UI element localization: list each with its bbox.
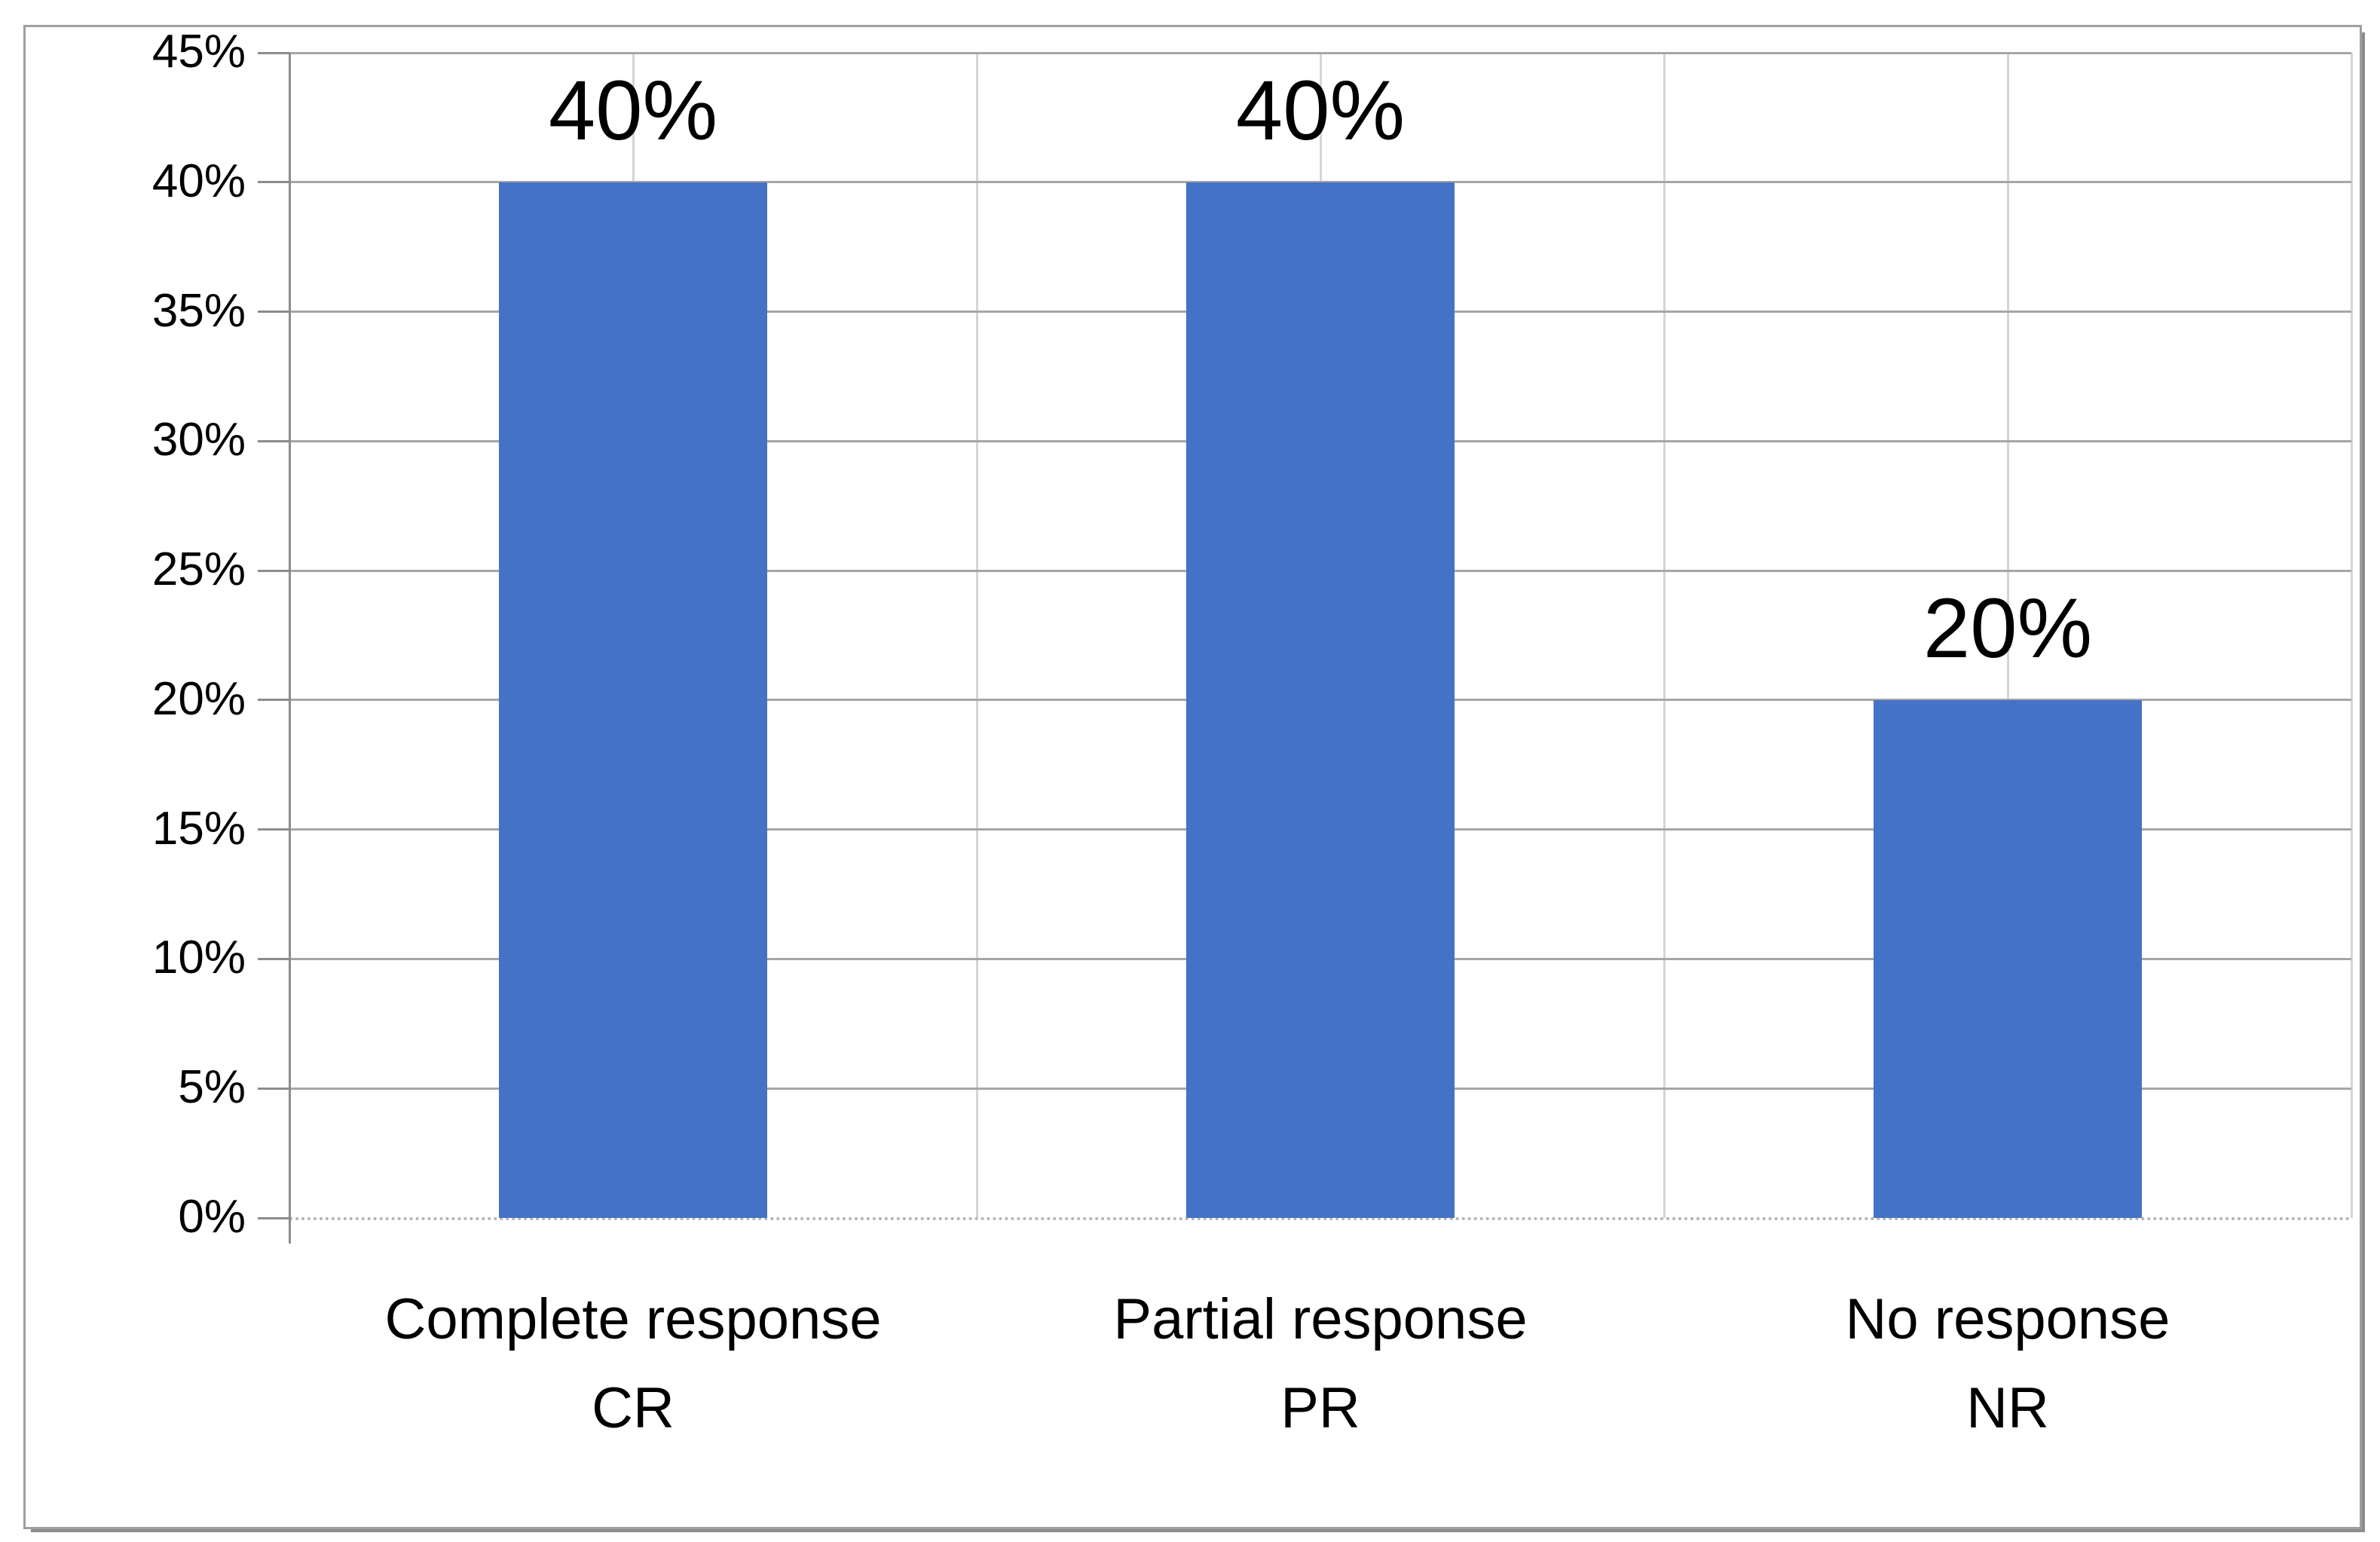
v-gridline — [1663, 53, 1666, 1218]
x-category-label: Complete response CR — [289, 1275, 977, 1453]
y-axis-line — [288, 53, 291, 1244]
bar — [499, 182, 767, 1218]
y-tick-mark — [258, 957, 289, 960]
baseline-gridline — [289, 1216, 2351, 1220]
bar-data-label: 40% — [1235, 63, 1406, 158]
x-category-abbr: CR — [592, 1376, 675, 1440]
y-tick-label: 5% — [178, 1061, 246, 1114]
x-category-name: Partial response — [1113, 1287, 1528, 1351]
bar-data-label: 40% — [548, 63, 718, 158]
y-tick-label: 35% — [151, 284, 246, 337]
v-gridline — [2350, 53, 2353, 1218]
y-tick-mark — [258, 1087, 289, 1090]
bar — [1874, 699, 2142, 1218]
y-tick-label: 40% — [151, 155, 246, 207]
x-category-label: Partial response PR — [977, 1275, 1664, 1453]
y-tick-mark — [258, 311, 289, 314]
x-category-name: No response — [1845, 1287, 2170, 1351]
y-tick-label: 15% — [151, 802, 246, 855]
bar-data-label: 20% — [1923, 580, 2093, 675]
y-tick-mark — [258, 569, 289, 572]
y-tick-label: 10% — [151, 932, 246, 984]
h-gridline — [289, 51, 2351, 54]
y-tick-mark — [258, 1216, 289, 1219]
y-tick-mark — [258, 828, 289, 831]
y-tick-label: 0% — [178, 1191, 246, 1243]
y-tick-mark — [258, 699, 289, 702]
y-tick-label: 45% — [151, 26, 246, 78]
y-tick-mark — [258, 439, 289, 442]
v-gridline — [975, 53, 978, 1218]
y-tick-label: 25% — [151, 543, 246, 596]
x-category-label: No response NR — [1664, 1275, 2351, 1453]
y-tick-label: 30% — [151, 414, 246, 467]
bar — [1186, 182, 1455, 1218]
x-category-name: Complete response — [384, 1287, 882, 1351]
y-tick-mark — [258, 181, 289, 184]
y-tick-mark — [258, 51, 289, 54]
x-category-abbr: NR — [1966, 1376, 2049, 1440]
v-gridline — [2006, 53, 2009, 1218]
y-tick-label: 20% — [151, 672, 246, 725]
x-category-abbr: PR — [1280, 1376, 1360, 1440]
